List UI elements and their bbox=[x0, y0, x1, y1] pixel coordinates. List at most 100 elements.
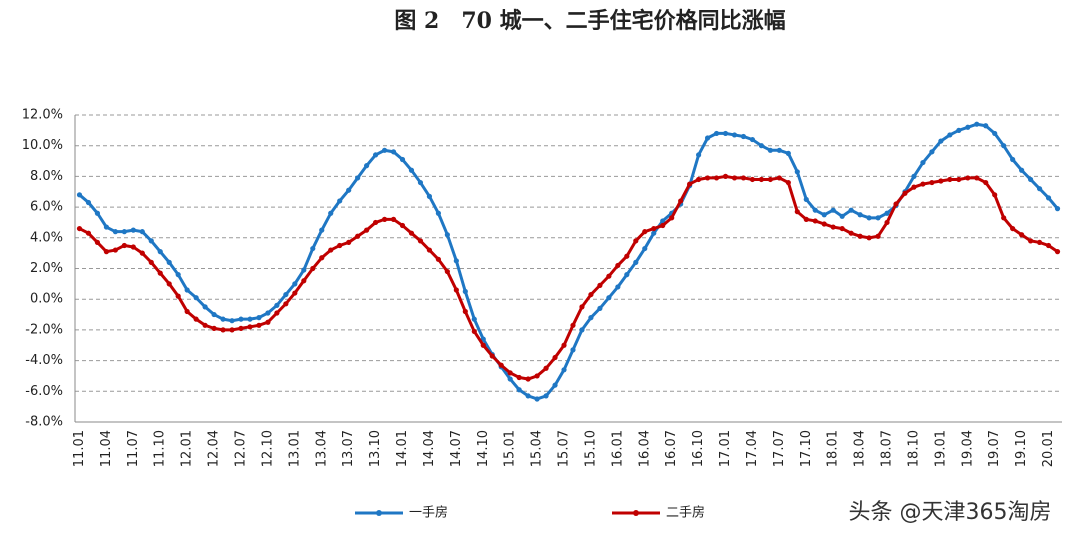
legend-marker bbox=[633, 510, 639, 516]
point bbox=[687, 181, 693, 187]
point bbox=[337, 198, 343, 204]
point bbox=[660, 218, 666, 224]
point bbox=[758, 143, 765, 149]
point bbox=[417, 179, 424, 186]
point bbox=[346, 187, 352, 193]
point bbox=[776, 175, 782, 181]
point bbox=[633, 259, 639, 265]
point bbox=[579, 304, 585, 310]
point bbox=[247, 324, 253, 330]
x-tick-label: 11.01 bbox=[72, 430, 87, 467]
point bbox=[812, 207, 818, 213]
point bbox=[426, 193, 433, 199]
point bbox=[776, 147, 782, 153]
point bbox=[211, 325, 217, 331]
point bbox=[731, 132, 738, 138]
point bbox=[974, 121, 980, 127]
series-line bbox=[78, 122, 1059, 401]
x-tick-label: 19.01 bbox=[933, 430, 948, 467]
point bbox=[157, 249, 163, 255]
point bbox=[166, 281, 172, 287]
x-tick-label: 19.04 bbox=[960, 430, 975, 467]
x-tick-label: 11.10 bbox=[153, 430, 168, 467]
point bbox=[157, 270, 163, 276]
point bbox=[148, 238, 154, 244]
point bbox=[642, 245, 648, 252]
point bbox=[839, 213, 845, 219]
point bbox=[292, 281, 298, 287]
point bbox=[355, 233, 361, 239]
point bbox=[381, 216, 388, 222]
point bbox=[767, 147, 773, 153]
point bbox=[202, 322, 208, 328]
x-tick-label: 13.04 bbox=[314, 430, 329, 467]
point bbox=[974, 175, 980, 181]
point bbox=[498, 362, 504, 368]
point bbox=[794, 169, 800, 175]
point bbox=[220, 316, 226, 322]
point bbox=[121, 242, 127, 249]
y-tick-label: -6.0% bbox=[25, 384, 63, 399]
watermark: 头条 @天津365淘房 bbox=[849, 500, 1052, 525]
point bbox=[489, 353, 495, 359]
point bbox=[364, 227, 370, 233]
point bbox=[85, 230, 92, 236]
point bbox=[983, 123, 989, 129]
point bbox=[704, 135, 711, 141]
point bbox=[767, 176, 773, 183]
point bbox=[211, 311, 217, 318]
point bbox=[543, 365, 549, 371]
x-tick-label: 17.01 bbox=[718, 430, 733, 467]
point bbox=[911, 184, 917, 190]
point bbox=[848, 207, 854, 213]
point bbox=[372, 152, 379, 158]
point bbox=[453, 287, 459, 293]
point bbox=[516, 387, 522, 393]
point bbox=[749, 176, 756, 183]
point bbox=[992, 130, 998, 137]
point bbox=[166, 259, 172, 265]
y-tick-label: 8.0% bbox=[30, 169, 63, 184]
point bbox=[606, 295, 612, 301]
point bbox=[875, 233, 881, 239]
x-tick-label: 15.07 bbox=[557, 430, 572, 467]
point bbox=[552, 354, 558, 361]
point bbox=[696, 152, 702, 158]
point bbox=[85, 199, 92, 206]
chart-title: 图 2 70 城一、二手住宅价格同比涨幅 bbox=[394, 8, 785, 34]
point bbox=[893, 201, 899, 207]
x-tick-label: 12.04 bbox=[207, 430, 222, 467]
point bbox=[229, 327, 235, 333]
point bbox=[103, 249, 110, 255]
point bbox=[866, 235, 872, 241]
point bbox=[355, 175, 361, 181]
point bbox=[875, 215, 881, 221]
point bbox=[749, 136, 756, 143]
point bbox=[1001, 143, 1007, 149]
point bbox=[103, 224, 110, 230]
point bbox=[292, 290, 298, 296]
x-tick-label: 14.04 bbox=[422, 430, 437, 467]
point bbox=[857, 212, 863, 218]
point bbox=[274, 302, 280, 308]
point bbox=[785, 150, 791, 156]
x-tick-label: 16.07 bbox=[664, 430, 679, 467]
point bbox=[148, 259, 154, 265]
point bbox=[579, 327, 585, 333]
point bbox=[615, 284, 621, 290]
point bbox=[130, 227, 136, 233]
point bbox=[794, 209, 800, 215]
point bbox=[938, 138, 944, 144]
point bbox=[956, 176, 962, 183]
point bbox=[884, 210, 890, 216]
point bbox=[274, 310, 280, 316]
point bbox=[830, 207, 836, 213]
point bbox=[534, 373, 540, 379]
point bbox=[920, 181, 926, 187]
point bbox=[265, 310, 271, 316]
point bbox=[1027, 238, 1034, 244]
point bbox=[696, 176, 702, 183]
point bbox=[220, 327, 226, 333]
point bbox=[229, 318, 235, 324]
